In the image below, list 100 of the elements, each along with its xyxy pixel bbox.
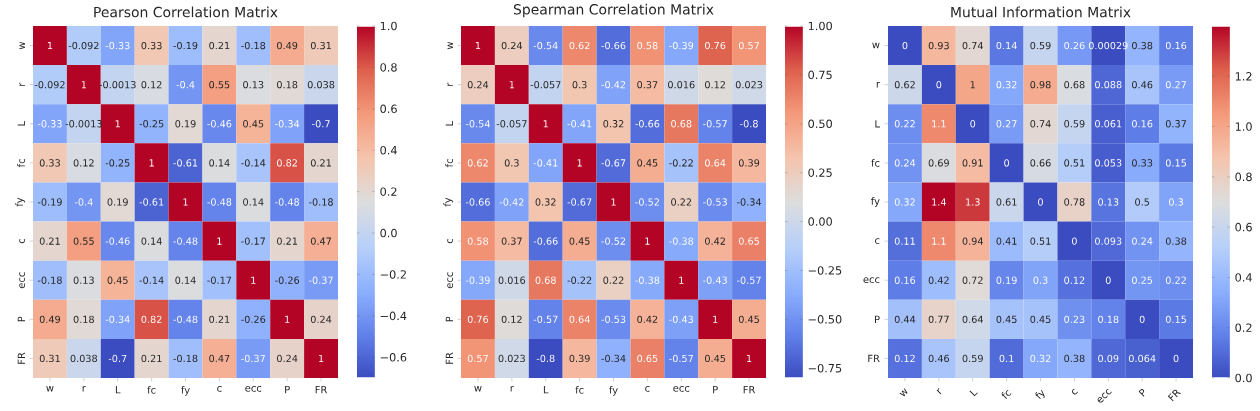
data-label: 0.64: [569, 315, 590, 323]
data-label: 0: [902, 41, 908, 50]
data-label: -0.53: [703, 198, 727, 206]
y-tick-label: fy: [15, 197, 25, 207]
data-label: -0.42: [499, 198, 524, 206]
data-label: 0.57: [738, 41, 760, 50]
data-label: -0.14: [241, 159, 266, 167]
x-tick-label: ecc: [245, 386, 262, 392]
data-label: 0: [1173, 354, 1179, 363]
data-label: 0.45: [243, 120, 264, 128]
data-label: 0.45: [569, 237, 590, 245]
data-label: -0.33: [105, 41, 130, 50]
data-label: 0.37: [501, 237, 522, 245]
data-label: -0.8: [740, 120, 758, 128]
data-label: 0.68: [1064, 81, 1085, 89]
data-label: 0.5: [1135, 198, 1150, 206]
data-label: 0.15: [1165, 315, 1186, 323]
data-label: 0.37: [1165, 120, 1187, 128]
data-label: 0.59: [1030, 41, 1051, 50]
data-label: 0.49: [39, 315, 61, 323]
color-bar-label: −0.75: [808, 363, 842, 373]
data-label: -0.48: [207, 198, 232, 206]
y-tick-label: L: [445, 121, 453, 126]
data-label: 0.21: [141, 354, 162, 363]
data-label: 0: [970, 120, 976, 128]
data-label: 0.023: [735, 81, 763, 89]
data-label: -0.66: [533, 237, 558, 245]
color-bar-label: 0.6: [1235, 222, 1252, 232]
data-label: -0.57: [703, 120, 727, 128]
data-label: -0.092: [68, 41, 99, 50]
data-label: 0.13: [73, 276, 94, 284]
data-label: 0.093: [1095, 237, 1122, 245]
data-label: 0.18: [277, 81, 298, 89]
data-label: 1: [183, 198, 188, 206]
color-bar-label: 0.0: [380, 228, 397, 238]
data-label: 0.51: [1064, 159, 1085, 167]
data-label: -0.17: [207, 276, 232, 284]
data-label: 0.13: [1098, 198, 1119, 206]
data-label: -0.43: [703, 276, 727, 284]
x-tick-label: c: [1071, 388, 1078, 395]
color-bar-label: 0.75: [808, 70, 832, 80]
data-label: 1: [747, 354, 752, 362]
data-label: 0.65: [637, 354, 658, 363]
data-label: 0.72: [962, 276, 983, 284]
data-label: 1: [217, 237, 222, 245]
data-label: -0.18: [37, 276, 62, 284]
data-label: 0.25: [1132, 276, 1153, 284]
data-label: 0.19: [175, 120, 196, 128]
data-label: 0.32: [603, 120, 624, 128]
data-label: 0.74: [1030, 120, 1051, 128]
data-label: 1: [970, 81, 975, 89]
data-label: -0.34: [275, 120, 300, 128]
y-tick-label: r: [19, 82, 25, 86]
color-bar-label: 0.2: [380, 187, 397, 196]
color-bar-label: 0.4: [1235, 273, 1252, 282]
data-label: 0.12: [1064, 276, 1085, 284]
color-bar-label: 0.2: [1235, 323, 1252, 332]
data-label: 0.27: [1165, 81, 1187, 89]
data-label: -0.26: [241, 315, 266, 323]
data-label: 0: [936, 81, 942, 89]
y-tick-label: r: [876, 81, 880, 88]
data-label: 0.038: [307, 81, 335, 89]
data-label: -0.19: [37, 198, 62, 206]
data-label: 0: [1038, 198, 1043, 206]
x-tick-label: L: [543, 386, 549, 394]
data-label: 0.16: [1165, 41, 1187, 50]
data-label: -0.67: [601, 159, 626, 167]
data-label: 0.45: [996, 315, 1017, 323]
y-tick-label: fc: [871, 159, 880, 167]
data-label: 0.14: [175, 276, 196, 284]
data-label: -0.39: [465, 276, 490, 284]
data-label: 0.24: [467, 81, 489, 89]
y-tick-label: FR: [868, 354, 880, 363]
data-label: 0.45: [738, 315, 759, 323]
data-label: 0.14: [243, 198, 264, 206]
data-label: 0.21: [310, 159, 331, 167]
data-label: 0.31: [310, 41, 331, 50]
y-tick-label: c: [19, 238, 25, 244]
data-label: -0.61: [139, 198, 164, 206]
x-tick-label: fy: [1035, 389, 1045, 400]
data-label: -0.26: [275, 276, 300, 284]
data-label: -0.54: [465, 120, 490, 128]
data-label: 0.061: [1095, 120, 1122, 128]
data-label: -0.37: [308, 276, 333, 284]
data-label: -0.18: [241, 41, 266, 50]
y-tick-label: fc: [445, 159, 453, 168]
color-bar-label: −0.6: [380, 353, 407, 362]
data-label: 1: [251, 276, 256, 284]
data-label: 0.46: [1132, 81, 1153, 89]
data-label: 0.51: [1030, 237, 1051, 245]
data-label: 0.65: [738, 237, 759, 245]
y-tick-label: ecc: [447, 272, 453, 289]
data-label: 0.15: [1165, 159, 1186, 167]
data-label: 1: [509, 81, 515, 89]
data-label: 0.24: [1132, 237, 1153, 245]
data-label: -0.48: [275, 198, 300, 206]
data-label: -0.22: [567, 276, 592, 284]
data-label: -0.092: [34, 81, 65, 89]
data-label: 1: [149, 159, 154, 167]
data-label: -0.61: [173, 159, 198, 167]
